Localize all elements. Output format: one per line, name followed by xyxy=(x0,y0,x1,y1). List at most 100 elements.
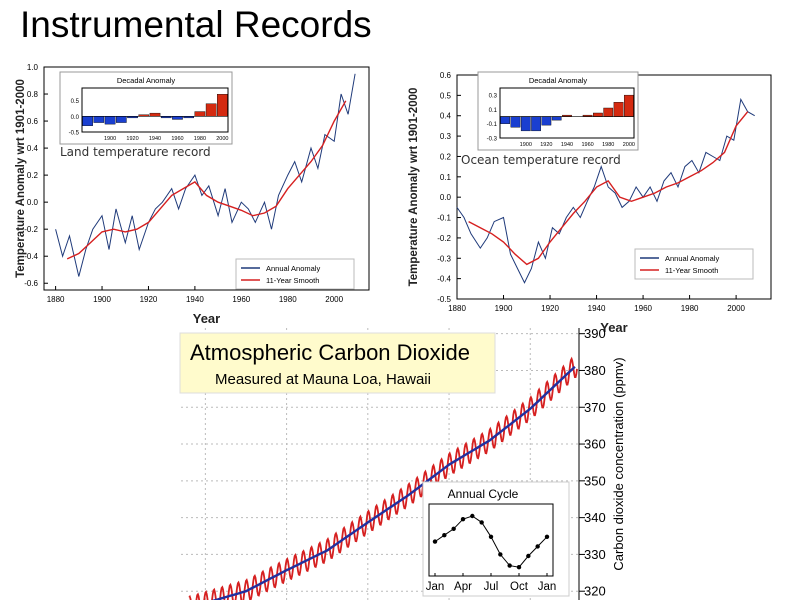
co2-chart: 320 330 340 350 360 370 380 390 Carbon dioxide c… xyxy=(175,328,626,600)
annual-cycle-axes xyxy=(428,503,554,577)
smooth-line xyxy=(468,111,749,266)
inset-axes xyxy=(81,87,229,133)
co2-y-tick-label: 360 xyxy=(584,437,606,452)
y-tick-label: 0.6 xyxy=(27,117,39,126)
annual-cycle-point xyxy=(535,544,540,549)
y-tick-label: 0.3 xyxy=(440,132,452,141)
y-axis-label: Temperature Anomaly wrt 1901-2000 xyxy=(15,79,27,278)
y-tick-label: 0.4 xyxy=(27,144,39,153)
inset-bar xyxy=(149,112,161,117)
inset-x-tick-label: 2000 xyxy=(216,136,228,142)
inset-bar xyxy=(510,116,521,128)
inset-title: Decadal Anomaly xyxy=(529,76,588,85)
inset-y-tick-label: 0.0 xyxy=(71,115,80,121)
inset-y-tick-label: 0.5 xyxy=(71,99,80,105)
inset-axes xyxy=(499,87,635,139)
inset-bar xyxy=(541,116,552,126)
x-tick-label: 1940 xyxy=(186,295,204,304)
y-tick-label: -0.3 xyxy=(437,254,451,263)
annual-cycle-point xyxy=(479,520,484,525)
annual-cycle-x-label: Apr xyxy=(454,581,472,593)
inset-x-tick-label: 1940 xyxy=(561,142,573,148)
x-axis-label: Year xyxy=(600,320,627,333)
inset-bar xyxy=(593,112,603,117)
co2-y-tick-label: 380 xyxy=(584,363,606,378)
y-tick-label: -0.4 xyxy=(24,252,38,261)
land-overlay-label: Land temperature record xyxy=(60,145,211,159)
annual-cycle-x-label: Jul xyxy=(484,581,499,593)
land-temperature-chart: -0.6 -0.4 -0.2 0.0 0.2 0.4 0.6 0.8 1.0 1880 1900 19… xyxy=(15,63,370,326)
co2-y-tick-label: 340 xyxy=(584,510,606,525)
legend-entry: 11-Year Smooth xyxy=(266,276,319,285)
annual-cycle-point xyxy=(432,539,438,544)
inset-x-tick-label: 1920 xyxy=(126,136,138,142)
inset-bar xyxy=(82,116,93,126)
annual-cycle-point xyxy=(460,517,466,522)
co2-title: Atmospheric Carbon Dioxide xyxy=(190,340,470,365)
x-tick-label: 2000 xyxy=(727,304,745,313)
annual-cycle-point xyxy=(544,534,550,539)
inset-bar xyxy=(104,116,116,125)
inset-bar xyxy=(172,116,183,120)
inset-bar xyxy=(217,94,228,117)
y-tick-label: -0.2 xyxy=(437,234,451,243)
annual-cycle-title: Annual Cycle xyxy=(448,487,519,501)
co2-y-tick-label: 370 xyxy=(584,400,606,415)
inset-bar xyxy=(194,111,206,117)
inset-y-tick-label: -0.1 xyxy=(487,122,498,128)
ocean-temperature-chart: -0.5 -0.4 -0.3 -0.2 -0.1 0.0 0.1 0.2 0.3 0.4 0.5 0.… xyxy=(408,71,772,333)
y-tick-label: -0.2 xyxy=(24,225,38,234)
y-tick-label: 0.1 xyxy=(440,173,452,182)
inset-x-tick-label: 1960 xyxy=(581,142,593,148)
legend-entry: Annual Anomaly xyxy=(665,254,719,263)
annual-cycle-x-label: Jan xyxy=(538,581,557,593)
legend-box xyxy=(634,248,754,280)
inset-x-tick-label: 2000 xyxy=(623,142,635,148)
inset-bar xyxy=(623,94,634,117)
annual-cycle-point xyxy=(451,526,456,531)
co2-trend-line xyxy=(211,365,576,600)
x-tick-label: 2000 xyxy=(325,295,343,304)
x-tick-label: 1960 xyxy=(232,295,250,304)
x-tick-label: 1900 xyxy=(93,295,111,304)
annual-cycle-point xyxy=(488,534,494,539)
y-tick-label: 0.2 xyxy=(440,152,452,161)
x-tick-label: 1880 xyxy=(448,304,466,313)
co2-y-tick-label: 330 xyxy=(584,547,606,562)
inset-x-tick-label: 1980 xyxy=(602,142,614,148)
co2-y-axis-label: Carbon dioxide concentration (ppmv) xyxy=(611,357,626,570)
annual-cycle-point xyxy=(442,533,447,538)
inset-y-tick-label: -0.3 xyxy=(487,137,498,143)
smooth-line xyxy=(66,100,347,260)
co2-title-box xyxy=(179,332,496,394)
annual-cycle-x-label: Oct xyxy=(510,581,529,593)
inset-x-tick-label: 1960 xyxy=(171,136,183,142)
inset-bar xyxy=(115,116,127,123)
annual-cycle-point xyxy=(498,552,503,557)
x-tick-label: 1920 xyxy=(541,304,559,313)
legend-entry: 11-Year Smooth xyxy=(665,266,718,275)
x-tick-label: 1980 xyxy=(681,304,699,313)
inset-bar xyxy=(520,116,531,132)
inset-x-tick-label: 1900 xyxy=(104,136,116,142)
inset-bar xyxy=(205,103,217,117)
ocean-overlay-label: Ocean temperature record xyxy=(461,153,621,167)
inset-title: Decadal Anomaly xyxy=(117,76,176,85)
y-tick-label: 1.0 xyxy=(27,63,39,72)
y-tick-label: -0.6 xyxy=(24,279,38,288)
y-tick-label: 0.2 xyxy=(27,171,39,180)
inset-x-tick-label: 1920 xyxy=(540,142,552,148)
annual-anomaly-line xyxy=(456,97,755,284)
annual-cycle-point xyxy=(507,563,512,568)
x-tick-label: 1940 xyxy=(588,304,606,313)
inset-bar xyxy=(500,116,511,124)
y-axis-label: Temperature Anomaly wrt 1901-2000 xyxy=(408,88,420,287)
co2-y-tick-label: 320 xyxy=(584,584,606,599)
co2-y-tick-label: 390 xyxy=(584,328,606,341)
annual-cycle-x-label: Jan xyxy=(426,581,445,593)
annual-cycle-point xyxy=(470,513,475,519)
y-tick-label: 0.0 xyxy=(27,198,39,207)
legend-entry: Annual Anomaly xyxy=(266,264,320,273)
legend-box xyxy=(235,258,355,290)
x-tick-label: 1880 xyxy=(47,295,65,304)
